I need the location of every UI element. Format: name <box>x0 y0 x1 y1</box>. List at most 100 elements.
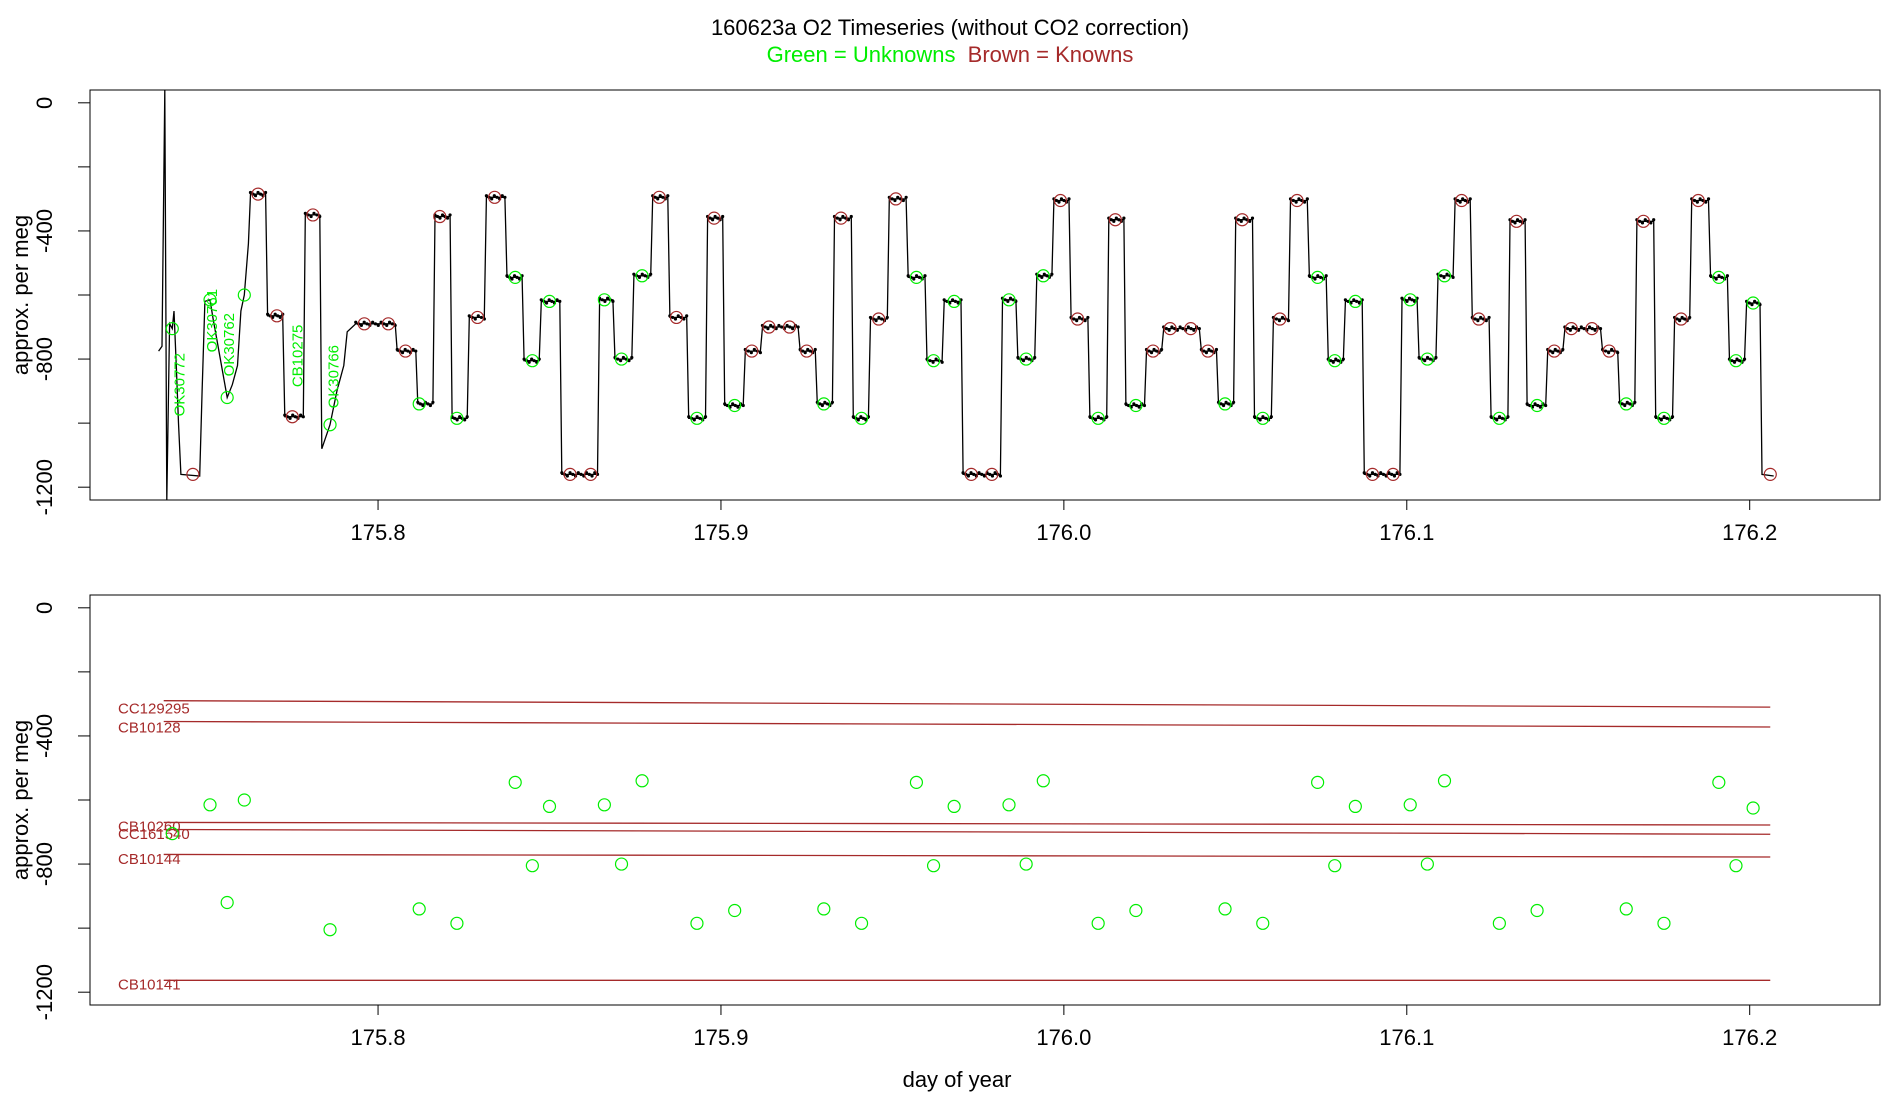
unknown-point-bottom <box>525 859 539 873</box>
trace-sample-dot <box>276 314 280 318</box>
unknown-point <box>635 269 649 283</box>
trace-sample-dot <box>476 314 480 318</box>
top-plot-frame <box>89 89 1881 501</box>
trace-sample-dot <box>600 298 604 302</box>
unknown-point <box>854 411 869 425</box>
trace-sample-dot <box>1124 402 1128 406</box>
trace-sample-dot <box>966 474 970 478</box>
known-point <box>985 467 999 481</box>
trace-sample-dot <box>1497 415 1502 419</box>
trace-sample-dot <box>1024 355 1028 360</box>
bottom-plot-frame <box>89 594 1881 1006</box>
trace-sample-dot <box>666 194 670 198</box>
trace-sample-dot <box>1264 416 1268 420</box>
trace-sample-dot <box>616 357 620 361</box>
trace-sample-dot <box>1582 327 1586 331</box>
trace-sample-dot <box>532 359 536 363</box>
trace-sample-dot <box>421 403 425 408</box>
trace-sample-dot <box>505 274 509 278</box>
trace-sample-dot <box>263 190 268 195</box>
bottom-x-axis: 175.8 175.9 176.0 176.1 176.2 <box>351 1005 1777 1050</box>
trace-sample-dot <box>885 315 889 320</box>
trace-sample-dot <box>695 415 699 419</box>
known-point <box>1602 344 1616 358</box>
trace-sample-dot <box>1410 298 1414 302</box>
reference-line <box>163 828 1771 835</box>
trace-sample-dot <box>785 323 789 328</box>
trace-sample-dot <box>741 403 745 408</box>
reference-line-label: CC129295 <box>118 701 190 718</box>
trace-sample-dot <box>698 416 702 420</box>
trace-sample-dot <box>780 325 784 329</box>
trace-sample-dot <box>1122 216 1126 220</box>
unknown-point <box>926 354 941 368</box>
top-annotations: OK30772 OK30761 OK30762 CB10275 OK30766 <box>171 289 342 416</box>
trace-sample-dot <box>1568 328 1572 332</box>
trace-sample-dot <box>940 360 944 364</box>
known-point <box>1365 467 1380 481</box>
reference-line <box>163 720 1771 728</box>
trace-sample-dot <box>1620 402 1624 406</box>
trace-sample-dot <box>1370 471 1375 475</box>
trace-sample-dot <box>861 416 865 420</box>
trace-sample-dot <box>1638 219 1642 223</box>
trace-sample-dot <box>731 402 735 406</box>
trace-sample-dot <box>1250 216 1255 220</box>
trace-sample-dot <box>445 216 450 220</box>
trace-sample-dot <box>1659 418 1663 422</box>
unknown-point <box>1311 270 1325 284</box>
unknown-point <box>1002 293 1016 307</box>
trace-sample-dot <box>838 218 842 222</box>
trace-sample-dot <box>1451 275 1455 279</box>
trace-sample-dot <box>766 327 770 331</box>
trace-sample-dot <box>1226 402 1231 406</box>
trace-sample-dot <box>632 272 636 276</box>
trace-sample-dot <box>1154 349 1159 353</box>
trace-sample-dot <box>1625 400 1629 404</box>
trace-sample-dot <box>1706 197 1711 201</box>
bottom-x-tick-label: 175.9 <box>693 1025 748 1050</box>
trace-sample-dot <box>1077 315 1082 320</box>
trace-sample-dot <box>917 275 921 279</box>
trace-sample-dot <box>1425 355 1430 360</box>
trace-sample-dot <box>1407 296 1412 300</box>
unknown-point <box>1218 397 1232 411</box>
unknown-point-bottom <box>1019 857 1033 871</box>
unknown-point <box>1129 398 1143 413</box>
trace-sample-dot <box>1258 418 1262 422</box>
trace-sample-dot <box>1571 325 1575 329</box>
trace-sample-dot <box>576 471 580 475</box>
trace-sample-dot <box>382 322 386 326</box>
trace-sample-dot <box>400 351 405 355</box>
trace-sample-dot <box>896 195 900 199</box>
known-point <box>1070 312 1085 326</box>
sample-annotation: OK30762 <box>221 313 238 376</box>
trace-sample-dot <box>769 323 773 328</box>
trace-sample-dot <box>1294 200 1298 204</box>
legend-line: Green = Unknowns Brown = Knowns <box>767 42 1134 67</box>
trace-sample-dot <box>1132 402 1136 406</box>
trace-sample-dot <box>1040 275 1044 279</box>
trace-sample-dot <box>1405 299 1409 304</box>
top-x-tick-label: 175.9 <box>693 520 748 545</box>
trace-sample-dot <box>416 400 420 404</box>
trace-sample-dot <box>1551 351 1555 355</box>
trace-sample-dot <box>1248 219 1252 223</box>
top-x-tick-label: 176.0 <box>1036 520 1091 545</box>
trace-sample-dot <box>777 323 781 328</box>
unknown-point <box>525 354 539 368</box>
trace-sample-dot <box>1753 299 1757 304</box>
trace-sample-dot <box>685 314 689 318</box>
unknown-point-bottom <box>1712 775 1726 789</box>
trace-sample-dot <box>565 474 569 478</box>
trace-sample-dot <box>1096 415 1100 419</box>
trace-sample-dot <box>1675 317 1679 321</box>
trace-sample-dot <box>1652 218 1656 222</box>
trace-sample-dot <box>301 415 305 419</box>
trace-sample-dot <box>1173 327 1177 331</box>
trace-sample-dot <box>820 403 824 408</box>
unknown-point-bottom <box>1091 916 1105 930</box>
trace-sample-dot <box>1186 325 1190 329</box>
known-point <box>1547 344 1561 358</box>
trace-sample-dot <box>868 315 873 320</box>
